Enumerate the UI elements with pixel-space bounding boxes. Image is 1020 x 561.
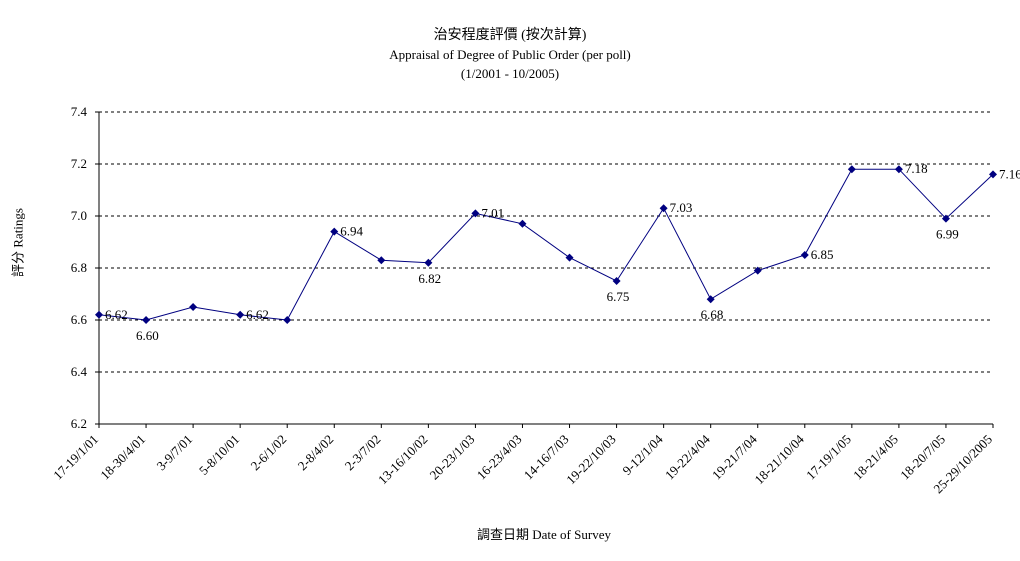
x-tick-label: 20-23/1/03 <box>427 432 478 483</box>
data-point <box>565 253 574 262</box>
data-point <box>236 310 245 319</box>
data-point <box>330 227 339 236</box>
data-point <box>283 316 292 324</box>
data-point <box>612 277 621 285</box>
data-point <box>424 258 433 267</box>
data-point <box>377 256 386 265</box>
y-tick-label: 7.0 <box>71 208 87 223</box>
x-axis-label: 調查日期 Date of Survey <box>477 527 611 542</box>
y-tick-label: 6.4 <box>71 364 88 379</box>
chart-subtitle: Appraisal of Degree of Public Order (per… <box>389 47 631 62</box>
data-point <box>189 303 198 311</box>
x-tick-label: 17-19/1/01 <box>50 432 101 483</box>
data-label: 6.94 <box>340 224 363 239</box>
x-tick-label: 18-21/10/04 <box>751 431 807 487</box>
data-point <box>894 165 903 174</box>
x-tick-label: 19-22/4/04 <box>662 431 713 482</box>
series-line <box>98 168 994 321</box>
x-tick-label: 18-30/4/01 <box>97 432 148 483</box>
y-tick-label: 6.6 <box>71 312 88 327</box>
x-tick-label: 2-3/7/02 <box>342 432 384 474</box>
data-point <box>847 165 856 174</box>
data-label: 6.85 <box>811 247 834 262</box>
data-label: 7.16 <box>999 166 1020 181</box>
x-tick-label: 2-8/4/02 <box>295 432 337 474</box>
data-label: 6.68 <box>701 307 724 322</box>
x-tick-label: 5-8/10/01 <box>196 432 242 478</box>
data-point <box>142 316 151 324</box>
x-tick-label: 3-9/7/01 <box>153 432 195 474</box>
data-label: 6.62 <box>246 307 269 322</box>
y-tick-label: 7.2 <box>71 156 87 171</box>
x-tick-label: 17-19/1/05 <box>803 432 854 483</box>
y-tick-label: 6.8 <box>71 260 87 275</box>
data-point <box>989 170 997 179</box>
x-tick-label: 16-23/4/03 <box>474 432 525 483</box>
x-tick-label: 19-22/10/03 <box>563 432 619 488</box>
data-point <box>518 219 527 228</box>
data-label: 6.60 <box>136 328 159 343</box>
chart-title: 治安程度評價 (按次計算) <box>433 28 587 43</box>
data-point <box>706 295 715 304</box>
x-tick-label: 13-16/10/02 <box>375 432 431 488</box>
chart-period: (1/2001 - 10/2005) <box>460 66 560 81</box>
chart-titles: 治安程度評價 (按次計算) Appraisal of Degree of Pub… <box>0 26 1020 83</box>
y-tick-label: 6.2 <box>71 416 87 431</box>
data-label: 6.62 <box>105 307 128 322</box>
data-point <box>95 310 103 319</box>
x-tick-label: 9-12/1/04 <box>619 431 666 478</box>
data-label: 6.82 <box>418 271 441 286</box>
data-point <box>659 204 668 213</box>
data-label: 7.18 <box>905 161 928 176</box>
y-tick-label: 7.4 <box>71 104 88 119</box>
data-point <box>800 251 809 259</box>
data-label: 6.75 <box>607 289 630 304</box>
data-label: 7.03 <box>670 200 693 215</box>
data-point <box>471 209 480 218</box>
data-label: 6.99 <box>936 227 959 242</box>
data-point <box>753 266 762 275</box>
data-label: 7.01 <box>481 205 504 220</box>
x-tick-label: 18-21/4/05 <box>850 432 901 483</box>
x-tick-label: 2-6/1/02 <box>248 432 290 474</box>
data-point <box>941 214 950 223</box>
